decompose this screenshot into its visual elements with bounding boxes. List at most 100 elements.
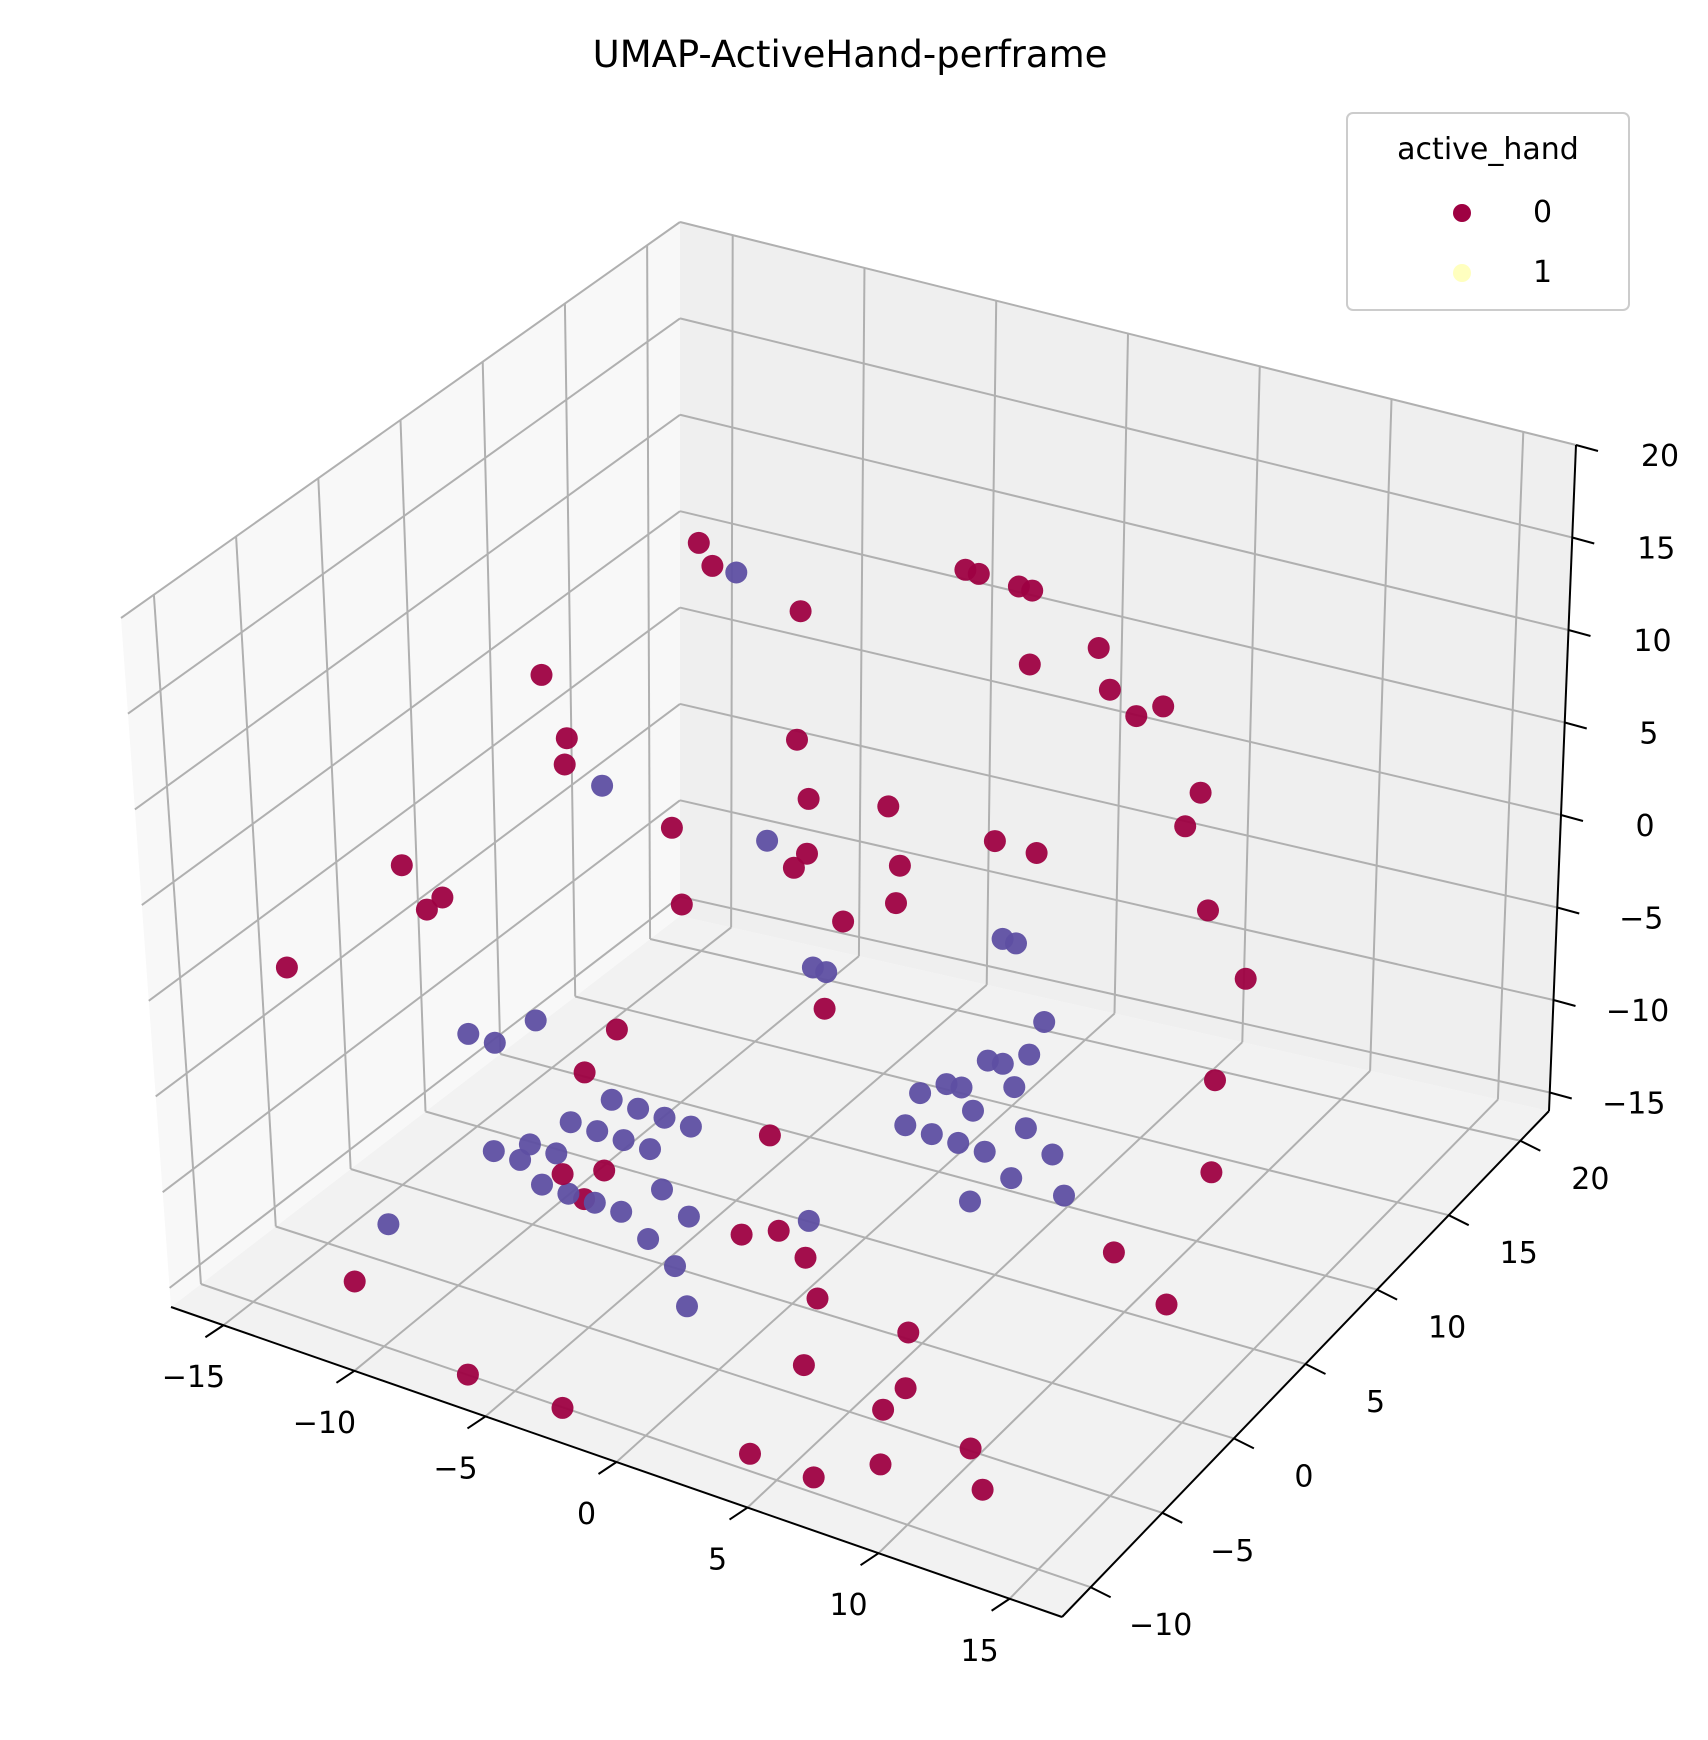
point-series-0-44: [758, 1124, 781, 1147]
point-series-0-22: [1018, 653, 1041, 676]
point-series-0-30: [1125, 705, 1148, 728]
pane-back-wall: [680, 222, 1576, 1111]
y-tick-4: [1376, 1288, 1398, 1301]
z-tick-5: [1568, 629, 1591, 637]
pane-floor: [171, 916, 1549, 1617]
x-tick-1: [335, 1369, 355, 1384]
point-series-0-45: [767, 1219, 790, 1242]
point-series-1-23: [651, 1178, 673, 1201]
point-series-1-45: [959, 1190, 981, 1213]
point-series-1-14: [639, 1138, 661, 1161]
z-tick-0: [1549, 1091, 1573, 1100]
legend-label-0: 0: [1533, 195, 1552, 230]
y-tick-2: [1233, 1437, 1255, 1450]
point-series-1-20: [557, 1182, 580, 1205]
point-series-0-17: [605, 1018, 628, 1041]
point-series-0-50: [959, 1437, 982, 1460]
point-series-0-3: [555, 727, 578, 750]
chart-title: UMAP-ActiveHand-perframe: [593, 33, 1108, 76]
point-series-1-50: [377, 1213, 400, 1236]
point-series-0-10: [786, 728, 808, 751]
point-series-0-6: [431, 886, 454, 909]
point-series-1-27: [637, 1228, 660, 1250]
z-tick-label-3: 0: [1635, 809, 1654, 844]
point-series-0-39: [1200, 1161, 1223, 1184]
axes-panes: [121, 222, 1576, 1617]
point-series-0-47: [806, 1287, 829, 1310]
point-series-0-38: [1204, 1069, 1226, 1092]
point-series-1-2: [457, 1022, 480, 1045]
point-series-1-7: [815, 961, 838, 984]
x-tick-3: [597, 1461, 618, 1475]
point-series-1-36: [1014, 1117, 1037, 1140]
grid-z-wall-3: [148, 606, 681, 1002]
point-series-0-37: [1234, 967, 1257, 990]
y-tick-label-5: 15: [1500, 1236, 1538, 1271]
z-tick-4: [1564, 721, 1588, 730]
point-series-0-53: [456, 1363, 479, 1386]
point-series-0-51: [971, 1478, 994, 1501]
grid-y-floor-2: [350, 1168, 1235, 1440]
grid-z-back-1: [679, 799, 1554, 1001]
point-series-0-54: [551, 1396, 574, 1419]
point-series-0-55: [739, 1442, 761, 1465]
point-series-0-57: [792, 1354, 815, 1377]
point-series-0-28: [1087, 637, 1110, 659]
z-tick-label-4: 5: [1639, 717, 1658, 752]
grid-y-floor-3: [425, 1110, 1306, 1365]
z-tick-6: [1571, 536, 1595, 545]
grid-z-back-3: [679, 606, 1562, 816]
point-series-0-16: [573, 1061, 596, 1084]
y-tick-label-6: 20: [1571, 1162, 1609, 1197]
point-series-0-21: [1021, 579, 1044, 602]
x-tick-0: [204, 1324, 224, 1339]
point-series-0-13: [782, 856, 805, 879]
point-series-0-49: [894, 1377, 917, 1400]
point-series-1-38: [935, 1073, 958, 1096]
grid-z-wall-7: [120, 221, 681, 619]
grid-z-back-0: [679, 895, 1550, 1094]
point-series-0-33: [1025, 842, 1048, 864]
z-tick-1: [1553, 999, 1576, 1007]
point-series-1-34: [947, 1131, 970, 1154]
point-series-1-49: [676, 1295, 698, 1318]
point-series-1-15: [600, 1088, 623, 1111]
point-series-1-40: [1018, 1043, 1041, 1066]
point-series-0-32: [983, 830, 1006, 853]
point-series-1-46: [1053, 1184, 1075, 1207]
point-series-1-29: [909, 1082, 932, 1105]
z-tick-label-5: 10: [1633, 624, 1671, 659]
z-tick-label-2: −5: [1619, 902, 1663, 937]
point-series-0-12: [796, 842, 818, 865]
axes-grid: [120, 221, 1577, 1600]
point-series-0-61: [730, 1223, 753, 1246]
point-series-0-41: [1155, 1293, 1178, 1316]
point-series-0-5: [390, 854, 413, 877]
point-series-0-25: [832, 910, 855, 933]
legend: active_hand 0 1: [1346, 112, 1630, 311]
grid-z-back-4: [679, 510, 1565, 724]
point-series-0-15: [670, 893, 693, 916]
grid-y-floor-6: [649, 938, 1521, 1142]
point-series-0-24: [888, 854, 911, 877]
grid-z-back-6: [679, 317, 1573, 539]
x-tick-label-2: −5: [433, 1451, 477, 1486]
x-tick-label-6: 15: [960, 1634, 998, 1669]
point-series-0-0: [687, 531, 710, 554]
x-tick-label-1: −10: [293, 1406, 356, 1441]
point-series-0-42: [551, 1163, 574, 1186]
point-series-0-31: [1152, 695, 1175, 718]
x-tick-label-3: 0: [577, 1497, 596, 1532]
point-series-0-36: [1197, 899, 1219, 922]
y-tick-1: [1161, 1511, 1183, 1524]
point-series-0-56: [802, 1466, 825, 1489]
point-series-1-31: [962, 1099, 984, 1122]
grid-z-wall-2: [155, 703, 681, 1098]
point-series-0-27: [885, 892, 907, 915]
grid-y-floor-1: [275, 1225, 1163, 1514]
grid-y-floor-4: [500, 1053, 1378, 1291]
point-series-1-25: [482, 1140, 505, 1163]
point-series-0-1: [701, 554, 724, 577]
point-series-1-11: [545, 1142, 568, 1165]
